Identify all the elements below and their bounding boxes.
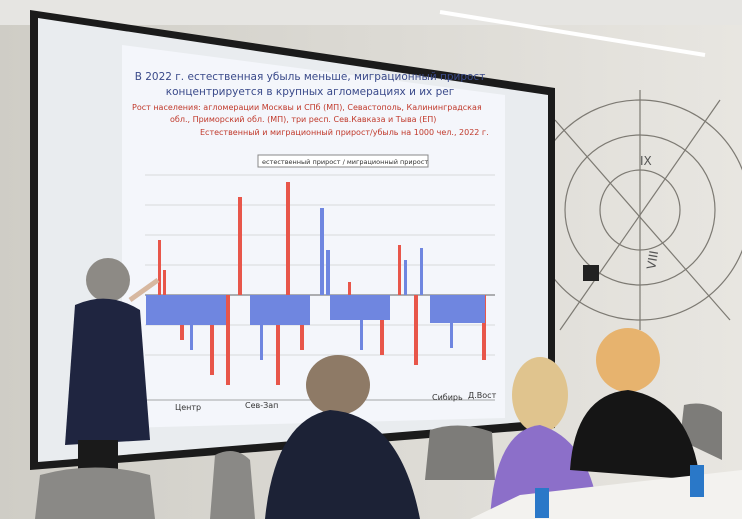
slide-subtitle: обл., Приморский обл. (МП), три респ. Се… — [170, 115, 436, 124]
ceiling — [0, 0, 742, 25]
region-label: Сев-Зап — [245, 401, 278, 410]
slide-title: концентрируется в крупных агломерациях и… — [166, 86, 455, 98]
region-label: Д.Вост — [468, 391, 497, 400]
bottle — [690, 465, 704, 497]
chair — [210, 451, 255, 519]
slide-caption: Естественный и миграционный прирост/убыл… — [200, 128, 489, 137]
page: IX VIII В 2022 г. естественная убыль мен… — [0, 0, 742, 519]
wall-numeral: IX — [640, 154, 652, 168]
region-label: Сибирь — [432, 393, 463, 402]
chair — [35, 468, 155, 519]
bottle — [535, 488, 549, 518]
chair — [425, 425, 495, 480]
slide-title: В 2022 г. естественная убыль меньше, миг… — [135, 71, 486, 83]
photo: IX VIII В 2022 г. естественная убыль мен… — [0, 0, 742, 519]
wall-switch — [583, 265, 599, 281]
slide-subtitle: Рост населения: агломерации Москвы и СПб… — [132, 103, 482, 112]
region-label: Центр — [175, 403, 201, 412]
chart-legend: естественный прирост / миграционный прир… — [262, 158, 428, 166]
